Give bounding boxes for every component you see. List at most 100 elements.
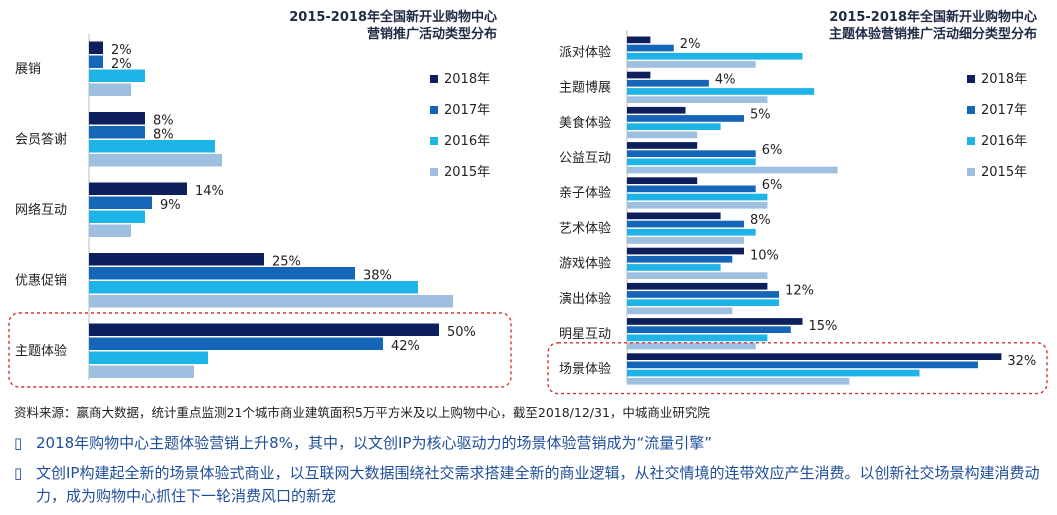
data-label-cat2-2017: 9%	[160, 198, 181, 213]
left-chart-title-line1: 2015-2018年全国新开业购物中心	[289, 10, 497, 25]
bar-cat1-2015	[627, 96, 768, 103]
bar-cat0-2015	[627, 61, 756, 68]
bar-cat3-2017	[89, 267, 355, 280]
bar-cat4-2018	[627, 177, 698, 184]
data-label-cat3-2018: 25%	[272, 255, 301, 270]
legend-label-2017: 2017年	[444, 103, 490, 118]
bar-cat1-2016	[89, 140, 215, 153]
highlight-box	[547, 342, 1048, 395]
data-label-cat0-2018: 2%	[111, 43, 132, 58]
bar-cat8-2016	[627, 334, 768, 342]
bar-cat2-2015	[627, 131, 698, 139]
category-label-cat5: 艺术体验	[559, 220, 611, 236]
bar-cat0-2016	[627, 52, 803, 60]
bar-cat3-2015	[627, 166, 838, 174]
category-label-cat0: 展销	[15, 62, 41, 77]
category-label-cat4: 主题体验	[15, 343, 67, 359]
bar-cat4-2017	[627, 185, 756, 193]
bar-cat9-2017	[627, 361, 978, 369]
legend-swatch-2015	[430, 168, 438, 176]
legend-label-2017: 2017年	[981, 103, 1027, 118]
right-chart-title-line1: 2015-2018年全国新开业购物中心	[829, 10, 1037, 25]
bar-cat6-2016	[627, 264, 721, 271]
category-label-cat2: 网络互动	[15, 202, 67, 218]
category-label-cat9: 场景体验	[559, 361, 611, 377]
legend-label-2015: 2015年	[444, 165, 490, 180]
data-label-cat3-2017: 38%	[363, 269, 392, 284]
bar-cat9-2016	[627, 369, 920, 377]
bullet-2: ▯ 文创IP构建起全新的场景体验式商业，以互联网大数据围绕社交需求搭建全新的商业…	[14, 462, 1044, 508]
bar-cat0-2017	[627, 44, 674, 52]
highlight-box	[8, 312, 512, 388]
data-label-cat1-2017: 8%	[153, 128, 174, 143]
bar-cat2-2015	[89, 224, 131, 237]
data-label-cat0-2017: 2%	[111, 57, 132, 72]
bar-cat4-2017	[89, 337, 383, 350]
bar-cat6-2018	[627, 247, 744, 255]
category-label-cat3: 优惠促销	[15, 274, 67, 289]
bullet-marker-icon: ▯	[14, 434, 23, 452]
bar-cat3-2016	[627, 158, 756, 166]
bar-cat7-2018	[627, 282, 768, 290]
bar-cat1-2016	[627, 88, 815, 95]
legend-swatch-2017	[967, 106, 975, 114]
category-label-cat4: 亲子体验	[559, 185, 611, 201]
bar-cat7-2016	[627, 299, 780, 306]
legend-label-2015: 2015年	[981, 165, 1027, 180]
data-label-cat3-2018: 6%	[762, 143, 783, 158]
category-label-cat2: 美食体验	[559, 115, 611, 131]
bullet-2-text: 文创IP构建起全新的场景体验式商业，以互联网大数据围绕社交需求搭建全新的商业逻辑…	[36, 464, 1040, 505]
bar-cat8-2017	[627, 326, 791, 333]
bar-cat2-2016	[89, 210, 145, 223]
bar-cat3-2018	[89, 253, 264, 266]
legend-swatch-2016	[430, 137, 438, 145]
data-label-cat9-2018: 32%	[1007, 354, 1036, 369]
legend-swatch-2015	[967, 168, 975, 176]
category-label-cat0: 派对体验	[559, 44, 611, 60]
bar-cat4-2016	[627, 193, 768, 201]
bar-cat1-2015	[89, 154, 222, 167]
bar-cat3-2018	[627, 142, 698, 149]
category-label-cat6: 游戏体验	[559, 256, 611, 272]
legend-swatch-2016	[967, 137, 975, 145]
bullet-marker-icon: ▯	[14, 464, 23, 482]
legend-label-2018: 2018年	[444, 72, 490, 87]
data-label-cat1-2018: 4%	[715, 72, 736, 87]
bar-cat2-2018	[89, 182, 187, 195]
bar-cat5-2018	[627, 212, 721, 220]
bar-cat5-2017	[627, 220, 744, 228]
legend-label-2016: 2016年	[444, 134, 490, 149]
legend-swatch-2018	[967, 75, 975, 83]
left-bar-chart: 展销 2%2% 会员答谢 8%8% 网络互动 14% 9% 优惠促销 25% 38% 主题体验 50%…	[8, 34, 512, 388]
legend-label-2016: 2016年	[981, 134, 1027, 149]
bar-cat1-2017	[627, 79, 709, 87]
data-label-cat0-2018: 2%	[680, 37, 701, 52]
data-label-cat2-2018: 14%	[195, 184, 224, 199]
bar-cat2-2017	[627, 115, 744, 122]
category-label-cat7: 演出体验	[559, 291, 611, 307]
category-label-cat1: 会员答谢	[15, 132, 67, 148]
data-label-cat4-2017: 42%	[391, 339, 420, 354]
data-label-cat6-2018: 10%	[750, 248, 779, 263]
bar-cat3-2017	[627, 150, 756, 157]
bar-cat2-2016	[627, 123, 721, 130]
category-label-cat1: 主题博展	[559, 81, 611, 96]
bar-cat3-2016	[89, 281, 418, 294]
category-label-cat8: 明星互动	[559, 327, 611, 342]
right-bar-chart: 派对体验 2% 主题博展 4% 美食体验 5% 公益互动 6% 亲子体验 6% 艺术体验 8% 游戏体验…	[547, 30, 1048, 395]
legend-label-2018: 2018年	[981, 72, 1027, 87]
bar-cat2-2018	[627, 106, 686, 114]
bar-cat0-2018	[89, 41, 103, 54]
bar-cat1-2017	[89, 126, 145, 139]
bar-cat7-2017	[627, 291, 780, 298]
data-label-cat2-2018: 5%	[750, 108, 771, 123]
data-label-cat1-2018: 8%	[153, 114, 174, 129]
bar-cat5-2016	[627, 228, 756, 236]
data-label-cat7-2018: 12%	[785, 284, 814, 299]
left-chart-title-line2: 营销推广活动类型分布	[366, 27, 497, 42]
right-chart-title-line2: 主题体验营销推广活动细分类型分布	[828, 27, 1037, 42]
bar-cat4-2015	[89, 365, 194, 378]
bar-cat2-2017	[89, 196, 152, 209]
bar-cat1-2018	[627, 71, 651, 79]
bar-cat4-2015	[627, 201, 768, 209]
